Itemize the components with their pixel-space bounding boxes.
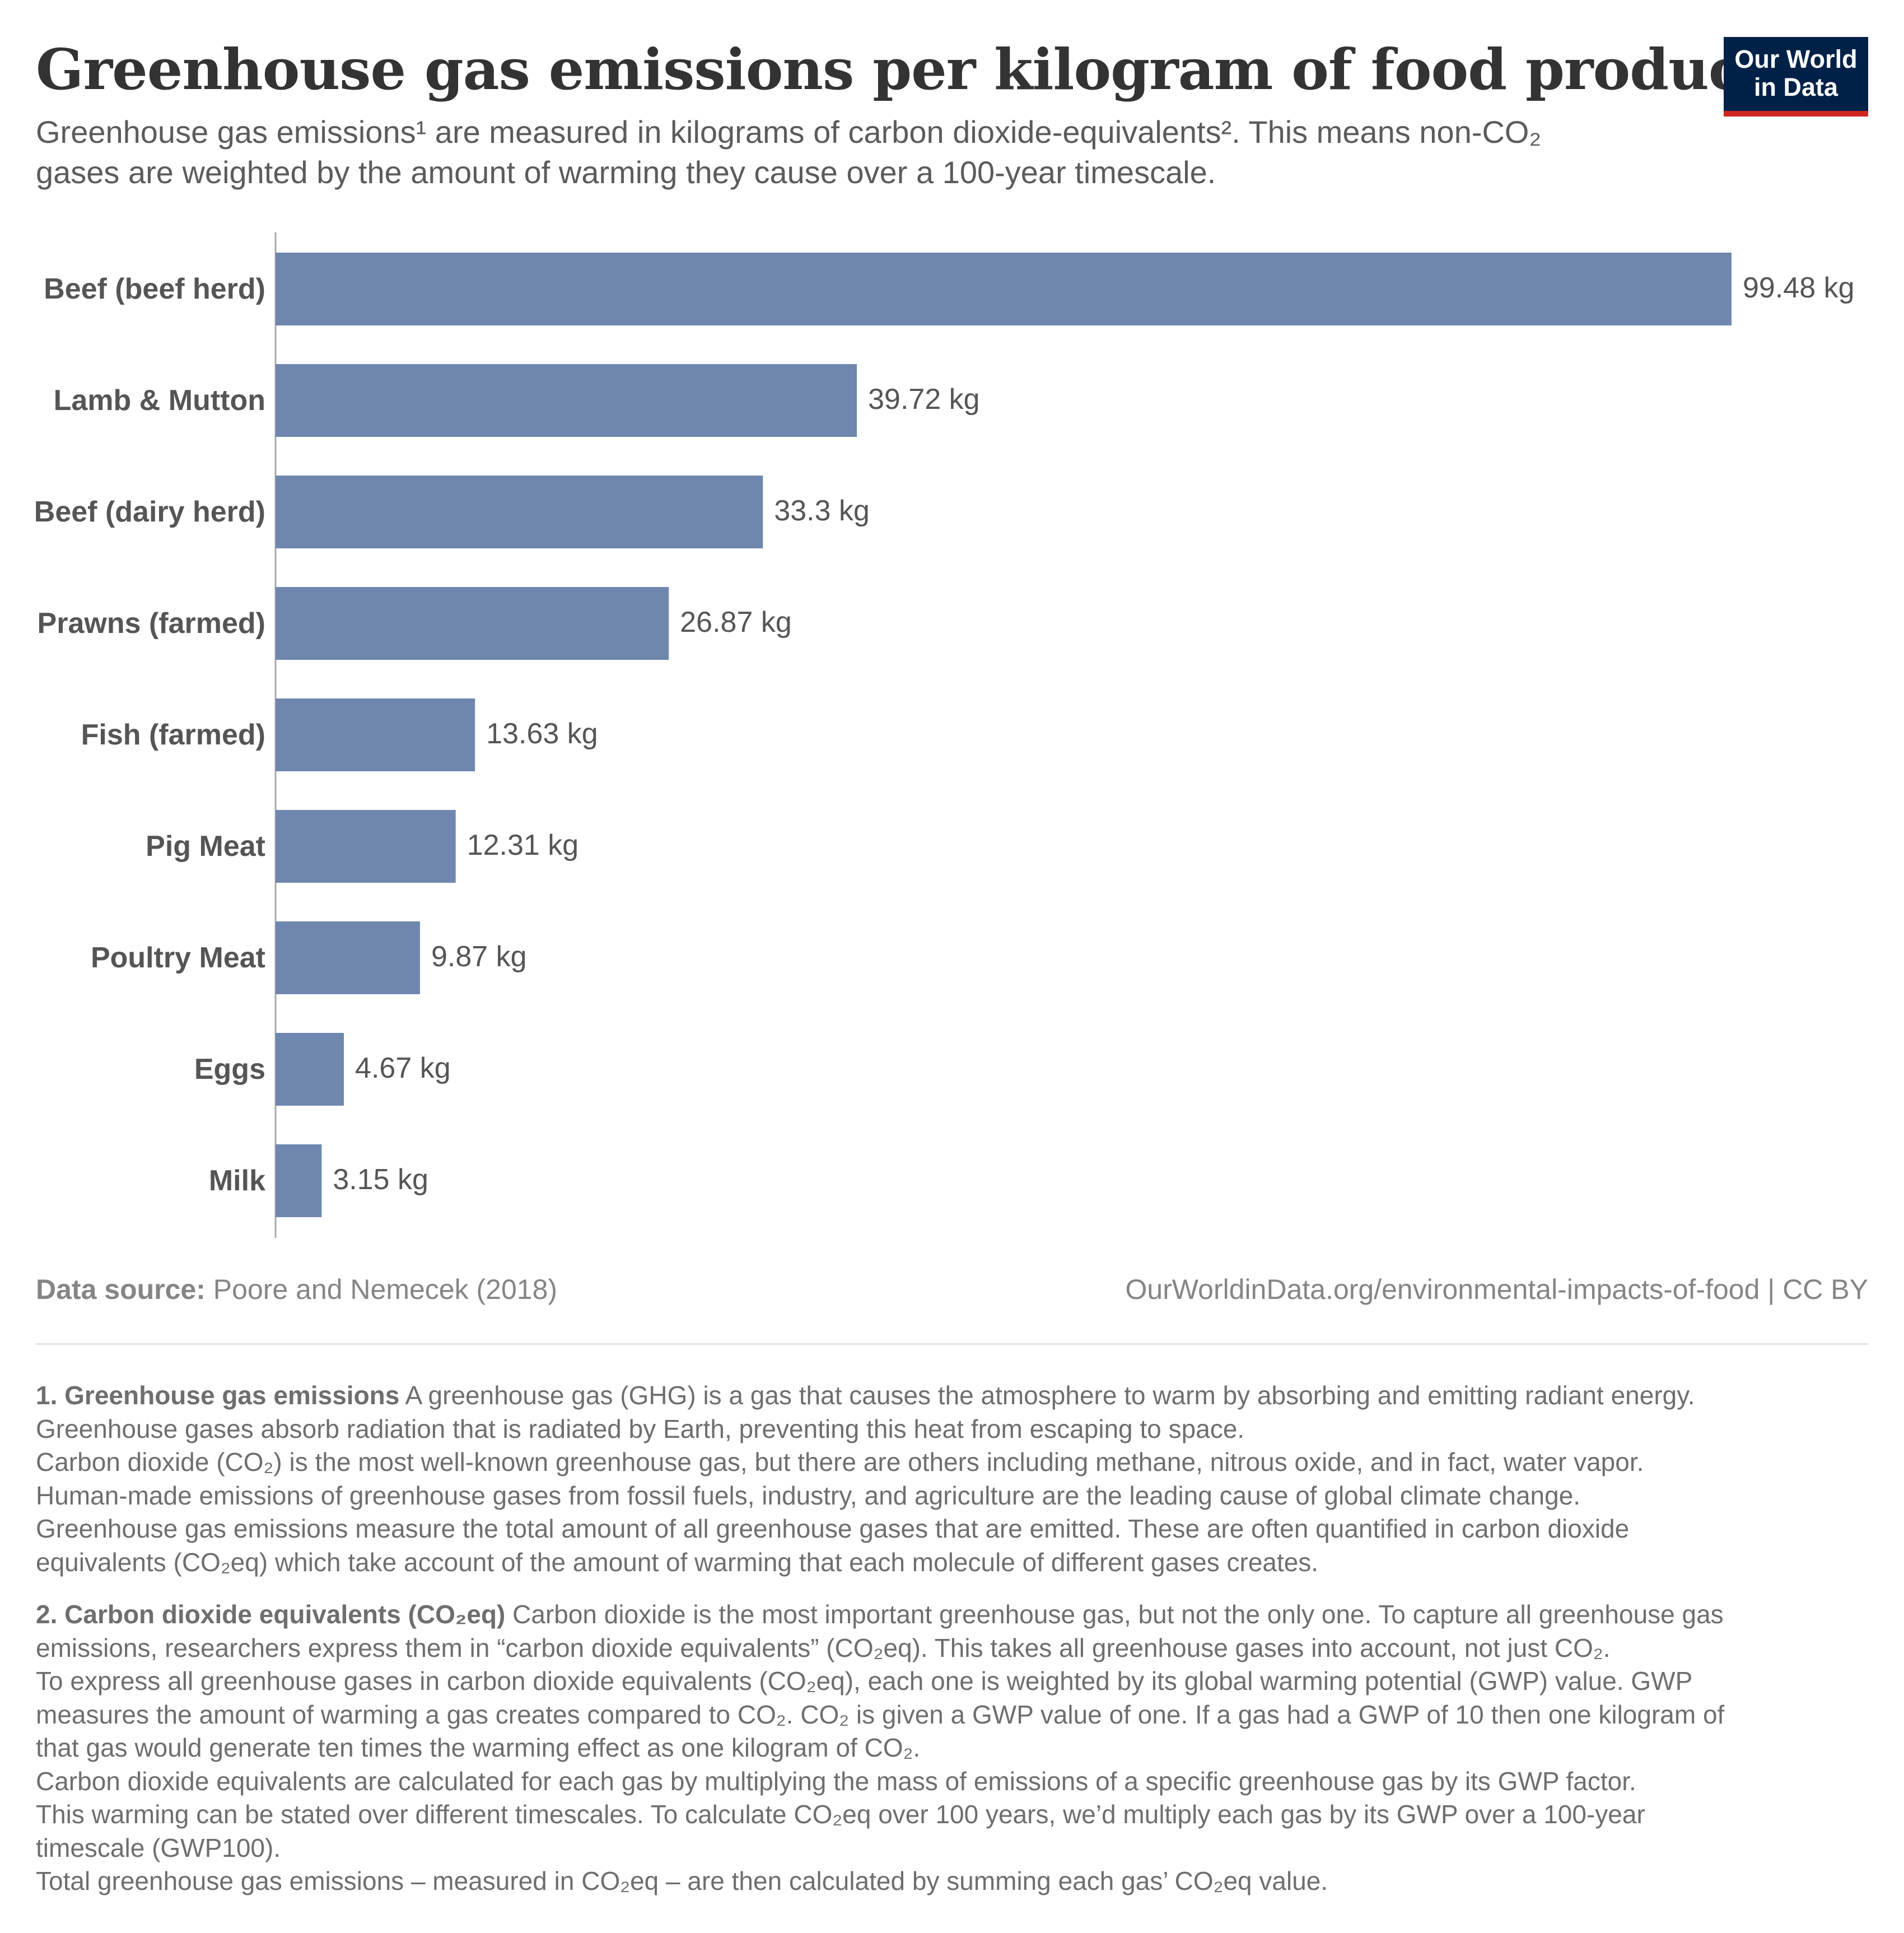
category-label: Poultry Meat bbox=[91, 942, 265, 974]
footnote-line: that gas would generate ten times the wa… bbox=[36, 1733, 921, 1762]
footnote-heading: 2. Carbon dioxide equivalents (CO₂eq) bbox=[36, 1600, 506, 1629]
bar-eggs[interactable] bbox=[276, 1033, 344, 1106]
footnote-line: Greenhouse gases absorb radiation that i… bbox=[36, 1414, 1245, 1443]
footnote-line: This warming can be stated over differen… bbox=[36, 1800, 1645, 1829]
footnote-text: Carbon dioxide is the most important gre… bbox=[512, 1600, 1724, 1629]
category-label: Fish (farmed) bbox=[81, 719, 265, 751]
value-label: 4.67 kg bbox=[355, 1052, 451, 1084]
footnote-heading: 1. Greenhouse gas emissions bbox=[36, 1381, 400, 1410]
footnote-carbon-dioxide-equivalents: 2. Carbon dioxide equivalents (CO₂eq) Ca… bbox=[36, 1598, 1868, 1898]
value-label: 12.31 kg bbox=[467, 829, 579, 861]
bar-beef-beef-herd[interactable] bbox=[276, 253, 1732, 325]
data-source: Data source: Poore and Nemecek (2018) bbox=[36, 1271, 557, 1307]
subtitle-line: gases are weighted by the amount of warm… bbox=[36, 155, 1216, 190]
footnote-line: equivalents (CO₂eq) which take account o… bbox=[36, 1547, 1319, 1577]
bar-chart: Beef (beef herd) 99.48 kg Lamb & Mutton 39.… bbox=[34, 232, 1855, 1238]
footnote-text: A greenhouse gas (GHG) is a gas that cau… bbox=[405, 1381, 1695, 1410]
footnote-greenhouse-gas-emissions: 1. Greenhouse gas emissions A greenhouse… bbox=[36, 1379, 1868, 1579]
footnote-line: Carbon dioxide (CO₂) is the most well-kn… bbox=[36, 1447, 1644, 1476]
subtitle-line: Greenhouse gas emissions¹ are measured i… bbox=[36, 114, 1542, 150]
logo-line-1: Our World bbox=[1734, 45, 1858, 73]
value-label: 33.3 kg bbox=[774, 495, 870, 527]
footnote-line: Total greenhouse gas emissions – measure… bbox=[36, 1866, 1328, 1895]
category-label: Lamb & Mutton bbox=[54, 384, 265, 417]
category-label: Prawns (farmed) bbox=[38, 607, 265, 640]
footnote-line: Human-made emissions of greenhouse gases… bbox=[36, 1480, 1581, 1510]
bar-beef-dairy-herd[interactable] bbox=[276, 476, 763, 548]
bar-milk[interactable] bbox=[276, 1144, 322, 1217]
footnote-line: emissions, researchers express them in “… bbox=[36, 1633, 1611, 1662]
value-label: 26.87 kg bbox=[680, 606, 792, 639]
footnote-line: Greenhouse gas emissions measure the tot… bbox=[36, 1514, 1630, 1543]
data-source-label: Data source: bbox=[36, 1274, 206, 1305]
chart-subtitle: Greenhouse gas emissions¹ are measured i… bbox=[36, 112, 1632, 193]
category-label: Milk bbox=[209, 1165, 265, 1197]
footnote-line: timescale (GWP100). bbox=[36, 1833, 281, 1862]
data-source-text[interactable]: Poore and Nemecek (2018) bbox=[213, 1274, 558, 1305]
license-link[interactable]: OurWorldinData.org/environmental-impacts… bbox=[1125, 1274, 1868, 1305]
category-label: Beef (beef herd) bbox=[44, 273, 265, 305]
bar-prawns-farmed[interactable] bbox=[276, 587, 669, 660]
footnote-first-line: 2. Carbon dioxide equivalents (CO₂eq) Ca… bbox=[36, 1598, 1868, 1632]
logo-line-2: in Data bbox=[1753, 73, 1838, 101]
value-label: 9.87 kg bbox=[431, 940, 527, 973]
value-label: 3.15 kg bbox=[333, 1163, 428, 1196]
footer-divider bbox=[36, 1343, 1868, 1345]
value-label: 39.72 kg bbox=[868, 383, 980, 416]
category-label: Beef (dairy herd) bbox=[34, 496, 265, 528]
bar-fish-farmed[interactable] bbox=[276, 698, 475, 771]
footnote-line: Carbon dioxide equivalents are calculate… bbox=[36, 1766, 1636, 1796]
bar-lamb-mutton[interactable] bbox=[276, 364, 857, 437]
footnote-line: To express all greenhouse gases in carbo… bbox=[36, 1666, 1693, 1696]
bar-pig-meat[interactable] bbox=[276, 810, 456, 883]
footnote-line: measures the amount of warming a gas cre… bbox=[36, 1699, 1725, 1729]
category-label: Eggs bbox=[194, 1053, 265, 1086]
category-label: Pig Meat bbox=[146, 830, 265, 863]
our-world-in-data-logo[interactable]: Our World in Data bbox=[1724, 37, 1868, 117]
chart-title: Greenhouse gas emissions per kilogram of… bbox=[36, 36, 1768, 103]
value-label: 99.48 kg bbox=[1743, 272, 1855, 304]
value-label: 13.63 kg bbox=[486, 718, 598, 750]
bar-poultry-meat[interactable] bbox=[276, 921, 420, 994]
footnote-first-line: 1. Greenhouse gas emissions A greenhouse… bbox=[36, 1379, 1868, 1413]
